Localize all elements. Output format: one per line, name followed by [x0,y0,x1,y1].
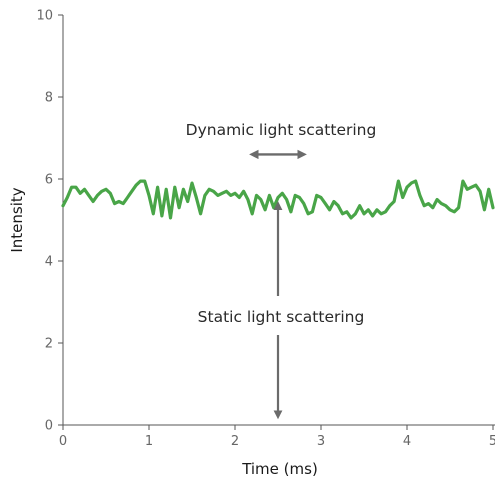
x-tick-label: 3 [317,434,325,449]
series-line [61,179,495,220]
x-tick-label: 0 [59,434,67,449]
x-tick-label: 4 [403,434,411,449]
x-tick-label: 5 [489,434,495,449]
annotations: Dynamic light scattering Static light sc… [186,121,377,420]
x-tick-label: 1 [145,434,153,449]
dynamic-light-scattering-label: Dynamic light scattering [186,121,377,139]
x-axis-label: Time (ms) [241,460,318,478]
y-ticks: 0 2 4 6 8 10 [36,9,63,434]
y-tick-label: 6 [45,173,53,188]
axes: 0 1 2 3 4 5 0 2 4 6 8 10 [36,9,495,449]
x-tick-label: 2 [231,434,239,449]
static-light-scattering-label: Static light scattering [198,308,365,326]
y-tick-label: 4 [45,255,53,270]
y-tick-label: 2 [45,337,53,352]
y-tick-label: 10 [36,9,53,24]
x-ticks: 0 1 2 3 4 5 [59,425,495,449]
y-tick-label: 8 [45,91,53,106]
y-axis-label: Intensity [8,187,26,252]
y-tick-label: 0 [45,419,53,434]
